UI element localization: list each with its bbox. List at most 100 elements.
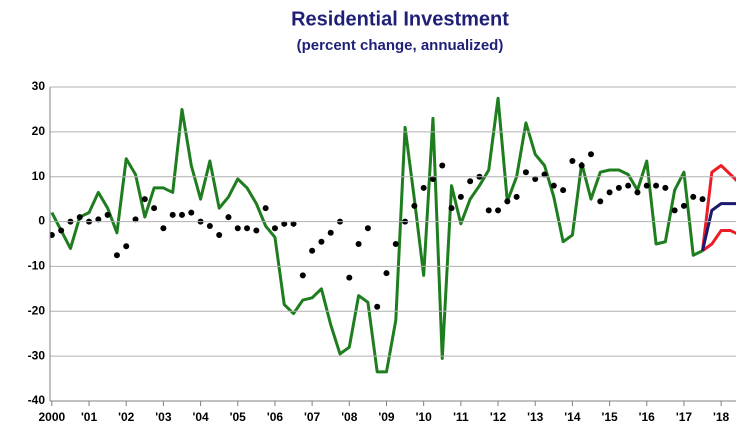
data-point [271, 225, 278, 232]
x-tick-label: '18 [713, 410, 730, 424]
data-point [374, 303, 381, 310]
data-point [178, 211, 185, 218]
data-point [420, 184, 427, 191]
data-point [448, 205, 455, 212]
data-point [383, 270, 390, 277]
data-point [392, 241, 399, 247]
data-point [495, 207, 502, 214]
y-tick-label: -30 [28, 348, 46, 362]
data-point [504, 198, 511, 205]
chart-title: Residential Investment [291, 8, 509, 30]
data-point [113, 252, 120, 259]
x-tick-label: '15 [601, 410, 618, 424]
data-point [467, 178, 474, 185]
data-point [104, 211, 111, 218]
data-point [364, 225, 371, 232]
data-point [225, 214, 232, 221]
data-point [327, 229, 334, 236]
x-tick-label: '11 [453, 410, 469, 424]
data-point [615, 184, 622, 191]
x-tick-label: 2000 [39, 410, 66, 424]
data-point [606, 189, 613, 196]
data-point [346, 274, 353, 281]
data-point [309, 247, 316, 254]
data-point [634, 189, 641, 196]
x-tick-label: '10 [416, 410, 433, 424]
data-point [532, 175, 539, 182]
data-point [206, 223, 213, 230]
data-point [151, 205, 158, 212]
data-point [290, 220, 297, 227]
data-point [429, 175, 436, 182]
data-point [662, 184, 669, 191]
data-point [569, 158, 576, 165]
x-tick-label: '09 [378, 410, 395, 424]
x-tick-label: '08 [341, 410, 358, 424]
x-tick-label: '05 [230, 410, 247, 424]
data-point [550, 182, 557, 189]
y-tick-label: 20 [32, 124, 46, 138]
x-tick-label: '13 [527, 410, 544, 424]
x-tick-label: '16 [639, 410, 656, 424]
data-point [643, 182, 650, 189]
data-point [671, 207, 678, 214]
data-point [541, 171, 548, 178]
data-point [58, 227, 65, 234]
chart-subtitle: (percent change, annualized) [297, 37, 504, 54]
plot-area [50, 96, 736, 374]
data-point [123, 243, 130, 250]
data-point [653, 182, 660, 189]
data-point [160, 225, 167, 232]
data-point [132, 216, 139, 223]
data-point [76, 214, 83, 221]
data-point [169, 211, 176, 218]
x-tick-label: '14 [564, 410, 581, 424]
data-point [299, 272, 306, 279]
data-point [141, 196, 148, 203]
x-tick-label: '03 [155, 410, 172, 424]
data-point [690, 193, 697, 200]
data-point [457, 193, 464, 200]
data-point [318, 238, 325, 245]
data-point [625, 182, 632, 189]
x-tick-label: '17 [676, 410, 693, 424]
data-point [560, 187, 567, 194]
y-tick-label: -20 [28, 303, 46, 317]
data-point [699, 196, 706, 203]
data-point [522, 169, 529, 176]
x-tick-label: '07 [304, 410, 321, 424]
data-point [411, 202, 418, 209]
series-line [701, 229, 736, 252]
data-point [485, 207, 492, 214]
data-point [578, 162, 585, 169]
series-line [701, 202, 736, 252]
y-tick-label: 10 [32, 169, 46, 183]
data-point [234, 225, 241, 232]
data-point [355, 241, 362, 247]
data-point [253, 227, 260, 234]
data-point [95, 216, 102, 223]
data-point [597, 198, 604, 205]
y-tick-label: -40 [28, 393, 46, 407]
data-point [680, 202, 687, 209]
data-point [587, 151, 594, 158]
data-point [281, 220, 288, 227]
series-line [50, 96, 704, 374]
data-point [216, 232, 223, 239]
y-tick-label: 0 [38, 214, 45, 228]
data-point [188, 209, 195, 216]
data-point [439, 162, 446, 169]
series-line [701, 164, 736, 251]
x-tick-label: '04 [192, 410, 209, 424]
data-point [262, 205, 269, 212]
x-tick-label: '01 [81, 410, 98, 424]
x-tick-label: '06 [267, 410, 284, 424]
x-tick-label: '12 [490, 410, 507, 424]
data-point [50, 232, 55, 239]
y-tick-label: -10 [28, 259, 46, 273]
x-tick-label: '02 [118, 410, 135, 424]
data-point [244, 225, 251, 232]
data-point [513, 193, 520, 200]
y-tick-label: 30 [32, 79, 46, 93]
